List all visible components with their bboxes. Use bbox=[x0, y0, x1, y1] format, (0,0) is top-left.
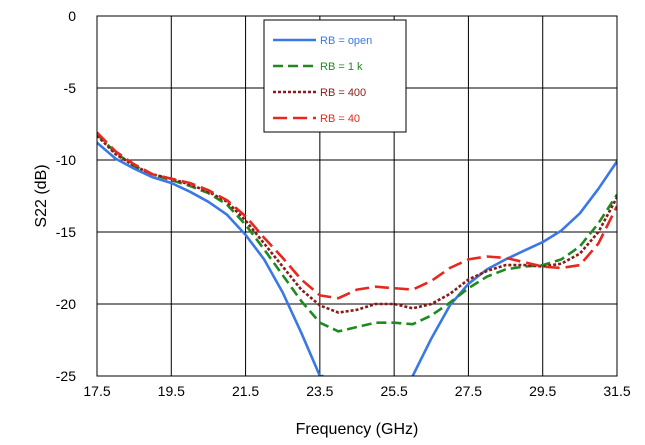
legend-label-4: RB = 40 bbox=[320, 113, 360, 125]
x-tick-label: 23.5 bbox=[306, 383, 333, 399]
series-line-2 bbox=[97, 133, 617, 333]
plot-frame bbox=[96, 15, 618, 377]
legend-label-2: RB = 1 k bbox=[320, 61, 363, 73]
legend: RB = open RB = 1 k RB = 400 RB = 40 bbox=[263, 19, 407, 133]
legend-label-3: RB = 400 bbox=[320, 87, 366, 99]
legend-box bbox=[263, 19, 407, 133]
y-tick-label: -15 bbox=[56, 224, 76, 240]
y-tick-label: -25 bbox=[56, 368, 76, 384]
y-axis-title: S22 (dB) bbox=[33, 164, 50, 227]
series-line-1 bbox=[97, 141, 617, 376]
x-tick-label: 19.5 bbox=[158, 383, 185, 399]
y-tick-label: -20 bbox=[56, 296, 76, 312]
x-tick-label: 27.5 bbox=[455, 383, 482, 399]
y-tick-label: -10 bbox=[56, 152, 76, 168]
y-tick-labels: 0 -5 -10 -15 -20 -25 bbox=[56, 8, 76, 384]
y-tick-label: 0 bbox=[68, 8, 76, 24]
y-tick-label: -5 bbox=[64, 80, 77, 96]
x-axis-title: Frequency (GHz) bbox=[296, 421, 419, 438]
series-line-3 bbox=[97, 134, 617, 314]
x-tick-label: 31.5 bbox=[603, 383, 630, 399]
x-tick-labels: 17.5 19.5 21.5 23.5 25.5 27.5 29.5 31.5 bbox=[83, 383, 630, 399]
x-tick-label: 29.5 bbox=[529, 383, 556, 399]
x-tick-label: 17.5 bbox=[83, 383, 110, 399]
data-series bbox=[97, 131, 617, 376]
series-line-4 bbox=[97, 131, 617, 300]
x-tick-label: 25.5 bbox=[381, 383, 408, 399]
x-tick-label: 21.5 bbox=[232, 383, 259, 399]
legend-label-1: RB = open bbox=[320, 35, 372, 47]
